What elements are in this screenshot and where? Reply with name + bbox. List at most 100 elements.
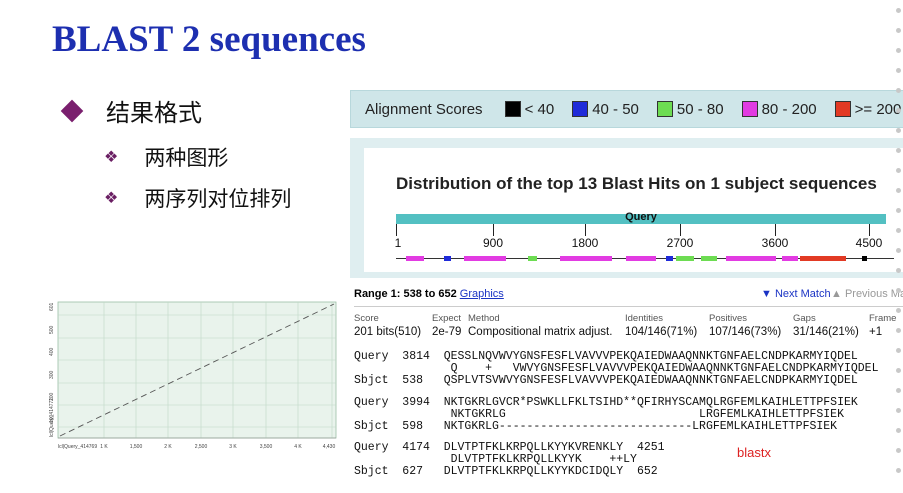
legend-label: 40 - 50 bbox=[592, 100, 639, 118]
alignment-score-legend: Alignment Scores < 40 40 - 50 50 - 80 80… bbox=[350, 90, 903, 128]
swatch-icon bbox=[504, 101, 521, 117]
next-match-link[interactable]: ▼ Next Match bbox=[761, 288, 831, 300]
gaps-value: 31/146(21%) bbox=[793, 326, 859, 338]
dotplot-y-tick: 200 bbox=[49, 392, 55, 401]
clover-bullet-icon: ❖ bbox=[104, 149, 119, 166]
alignment-line-match: NKTGKRLG LRGFEMLKAIHLETTPFSIEK bbox=[354, 408, 844, 421]
hit-segment[interactable] bbox=[862, 256, 867, 261]
swatch-icon bbox=[834, 101, 851, 117]
axis-tick bbox=[680, 224, 681, 236]
hit-segment[interactable] bbox=[782, 256, 798, 261]
hit-segment[interactable] bbox=[726, 256, 776, 261]
alignment-line-query: Query 4174 DLVTPTFKLKRPQLLKYYKVRENKLY 42… bbox=[354, 441, 665, 454]
axis-tick-label: 1 bbox=[394, 236, 402, 250]
hit-segment[interactable] bbox=[444, 256, 451, 261]
legend-item: 80 - 200 bbox=[741, 100, 817, 118]
hit-segment[interactable] bbox=[528, 256, 537, 261]
legend-item: < 40 bbox=[504, 100, 555, 118]
dotplot-x-tick: 1 K bbox=[100, 444, 108, 450]
dotplot-y-tick: 500 bbox=[49, 325, 55, 334]
main-bullet-text: 结果格式 bbox=[106, 100, 202, 127]
dotplot-x-tick: 1,500 bbox=[130, 444, 143, 450]
legend-label: >= 200 bbox=[854, 100, 902, 118]
positives-header: Positives bbox=[709, 313, 748, 324]
score-value-row: 201 bits(510) 2e-79 Compositional matrix… bbox=[354, 326, 903, 340]
dotplot-x-tick: 3 K bbox=[229, 444, 237, 450]
alignment-line-query: Query 3814 QESSLNQVWVYGNSFESFLVAVVVPEKQA… bbox=[354, 350, 872, 363]
sub-bullet: ❖ 两序列对位排列 bbox=[104, 183, 291, 213]
dotplot: lcl|Query_414769 1 K 1,500 2 K 2,500 3 K… bbox=[44, 298, 339, 456]
dotplot-x-tick: 2 K bbox=[164, 444, 172, 450]
alignment-line-sbjct: Sbjct 538 QSPLVTSVWVYGNSFESFLVAVVVPEKQAI… bbox=[354, 374, 872, 387]
binding-holes-decoration bbox=[893, 0, 903, 493]
dotplot-x-title: lcl|Query_414769 bbox=[58, 444, 97, 450]
legend-title: Alignment Scores bbox=[365, 100, 483, 118]
legend-label: < 40 bbox=[524, 100, 555, 118]
hit-segment[interactable] bbox=[676, 256, 694, 261]
method-header: Method bbox=[468, 313, 500, 324]
clover-bullet-icon: ❖ bbox=[104, 190, 119, 207]
expect-value: 2e-79 bbox=[432, 326, 462, 338]
slide-title: BLAST 2 sequences bbox=[52, 19, 366, 60]
axis-tick bbox=[869, 224, 870, 236]
query-label: Query bbox=[625, 211, 657, 223]
hit-segment[interactable] bbox=[626, 256, 656, 261]
graphics-link[interactable]: Graphics bbox=[459, 288, 504, 300]
hit-distribution-panel: Distribution of the top 13 Blast Hits on… bbox=[350, 138, 903, 278]
dotplot-x-tick: 4,430 bbox=[323, 444, 336, 450]
positives-value: 107/146(73%) bbox=[709, 326, 782, 338]
legend-label: 80 - 200 bbox=[761, 100, 817, 118]
axis-tick bbox=[493, 224, 494, 236]
legend-label: 50 - 80 bbox=[676, 100, 724, 118]
score-value: 201 bits(510) bbox=[354, 326, 422, 338]
divider bbox=[354, 306, 903, 307]
swatch-icon bbox=[741, 101, 758, 117]
hit-distribution-canvas: Distribution of the top 13 Blast Hits on… bbox=[364, 148, 903, 272]
query-bar bbox=[396, 214, 886, 224]
frame-header: Frame bbox=[869, 313, 897, 324]
axis-tick-label: 4500 bbox=[855, 236, 883, 250]
axis-tick bbox=[396, 224, 397, 236]
legend-item: >= 200 bbox=[834, 100, 902, 118]
hit-segment[interactable] bbox=[406, 256, 424, 261]
score-header-row: Score Expect Method Identities Positives… bbox=[354, 313, 903, 327]
hit-segment[interactable] bbox=[701, 256, 717, 261]
distribution-title: Distribution of the top 13 Blast Hits on… bbox=[396, 174, 877, 193]
sub-bullet: ❖ 两种图形 bbox=[104, 142, 228, 172]
swatch-icon bbox=[572, 101, 589, 117]
dotplot-y-title: lcl|Query_414771 bbox=[49, 398, 55, 437]
identities-header: Identities bbox=[625, 313, 664, 324]
hit-segment[interactable] bbox=[800, 256, 846, 261]
hit-segment[interactable] bbox=[464, 256, 506, 261]
range-label: Range 1: 538 to 652 bbox=[354, 288, 457, 300]
alignment-range-bar: Range 1: 538 to 652 Graphics ▼ Next Matc… bbox=[354, 288, 903, 303]
alignment-line-match: DLVTPTFKLKRPQLLKYYK ++LY bbox=[354, 453, 637, 466]
gaps-header: Gaps bbox=[793, 313, 816, 324]
legend-item: 50 - 80 bbox=[656, 100, 724, 118]
dotplot-y-tick: 300 bbox=[49, 370, 55, 379]
axis-tick-label: 1800 bbox=[571, 236, 599, 250]
dotplot-y-tick: 400 bbox=[49, 347, 55, 356]
alignment-line-match: Q + VWVYGNSFESFLVAVVVPEKQAIEDWAAQNNKTGNF… bbox=[354, 362, 879, 375]
main-bullet: 结果格式 bbox=[58, 93, 202, 128]
sub-bullet-text: 两序列对位排列 bbox=[144, 188, 292, 211]
axis-tick-label: 900 bbox=[482, 236, 504, 250]
alignment-line-sbjct: Sbjct 627 DLVTPTFKLKRPQLLKYYKDCIDQLY 652 bbox=[354, 465, 658, 478]
axis-tick-label: 3600 bbox=[761, 236, 789, 250]
query-axis: 1 900 1800 2700 3600 4500 bbox=[364, 224, 903, 264]
swatch-icon bbox=[656, 101, 673, 117]
identities-value: 104/146(71%) bbox=[625, 326, 698, 338]
axis-tick bbox=[775, 224, 776, 236]
frame-value: +1 bbox=[869, 326, 883, 338]
previous-match-link[interactable]: ▲ Previous Ma bbox=[831, 288, 903, 300]
axis-tick-label: 2700 bbox=[666, 236, 694, 250]
hit-segment[interactable] bbox=[560, 256, 612, 261]
hit-segment[interactable] bbox=[666, 256, 673, 261]
score-header: Score bbox=[354, 313, 379, 324]
dotplot-y-tick: 601 bbox=[49, 302, 55, 311]
diamond-bullet-icon bbox=[60, 99, 84, 122]
dotplot-y-tick: 100 bbox=[49, 414, 55, 423]
method-value: Compositional matrix adjust. bbox=[468, 326, 613, 338]
alignment-line-sbjct: Sbjct 598 NKTGKRLG----------------------… bbox=[354, 420, 851, 433]
axis-tick bbox=[585, 224, 586, 236]
